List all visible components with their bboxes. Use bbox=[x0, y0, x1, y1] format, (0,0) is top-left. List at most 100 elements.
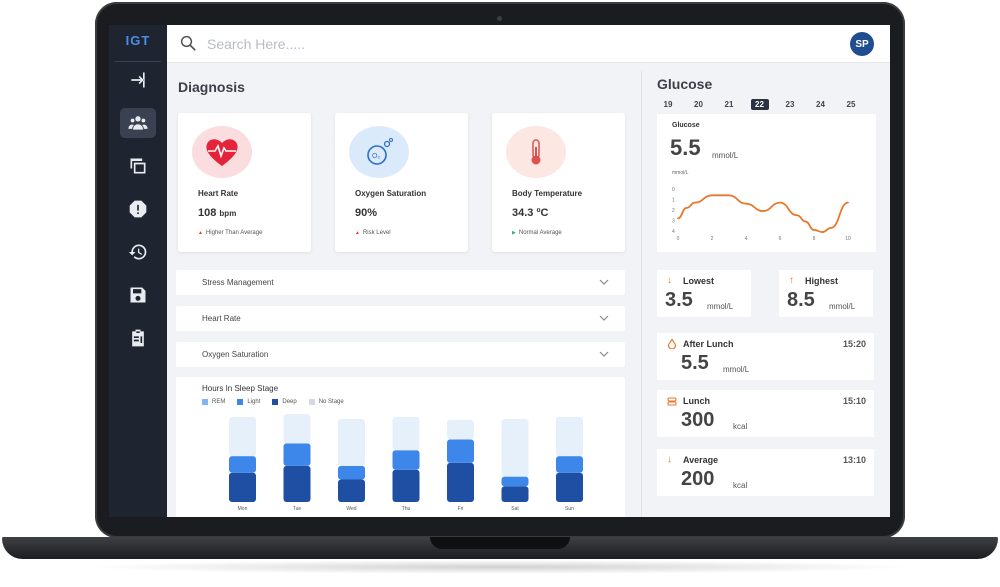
sidebar-item-devices[interactable] bbox=[120, 151, 156, 181]
bar-no-stage[interactable] bbox=[501, 418, 529, 477]
date-20[interactable]: 20 bbox=[694, 100, 703, 109]
sidebar: IGT bbox=[109, 25, 167, 517]
chevron-down-icon bbox=[599, 351, 609, 357]
body-temperature-card[interactable]: Body Temperature 34.3 ºC ▶ Normal Average bbox=[492, 113, 625, 252]
avatar[interactable]: SP bbox=[850, 32, 874, 56]
highest-card[interactable]: ↑ Highest 8.5 mmol/L bbox=[779, 270, 873, 317]
accordion-label: Oxygen Saturation bbox=[202, 350, 269, 359]
accordion-label: Heart Rate bbox=[202, 314, 241, 323]
lunch-card[interactable]: Lunch 15:10 300 kcal bbox=[657, 390, 874, 437]
sidebar-item-alerts[interactable] bbox=[120, 194, 156, 224]
arrow-down-icon: ↓ bbox=[667, 275, 672, 286]
x-tick-label: 2 bbox=[711, 236, 714, 242]
card-value-number: 108 bbox=[198, 207, 217, 219]
date-21[interactable]: 21 bbox=[724, 100, 734, 109]
bar-deep[interactable] bbox=[447, 462, 474, 502]
highest-unit: mmol/L bbox=[829, 302, 856, 311]
entry-unit: kcal bbox=[733, 481, 748, 490]
card-value: 90% bbox=[355, 207, 378, 219]
legend-label: Light bbox=[247, 399, 261, 405]
bar-deep[interactable] bbox=[501, 486, 529, 502]
search-input[interactable] bbox=[207, 33, 607, 55]
bar-light[interactable] bbox=[338, 465, 365, 480]
camera bbox=[497, 16, 502, 21]
highest-value: 8.5 bbox=[787, 289, 815, 311]
oxygen-saturation-card[interactable]: O₂ Oxygen Saturation 90% ▲ Risk Level bbox=[335, 113, 468, 252]
bar-deep[interactable] bbox=[229, 472, 256, 502]
sidebar-item-history[interactable] bbox=[120, 237, 156, 267]
diagnosis-title: Diagnosis bbox=[178, 79, 245, 95]
thermometer-icon-circle bbox=[506, 126, 566, 178]
sleep-stage-card: Hours In Sleep Stage REM Light Deep No Stag… bbox=[176, 377, 625, 517]
entry-time: 15:20 bbox=[842, 339, 866, 349]
sidebar-item-login[interactable] bbox=[120, 65, 156, 95]
date-25[interactable]: 25 bbox=[846, 100, 856, 109]
legend-swatch bbox=[272, 399, 279, 405]
triangle-right-icon: ▶ bbox=[512, 230, 516, 236]
arrow-down-icon: ↓ bbox=[667, 454, 672, 465]
accordion-heart-rate[interactable]: Heart Rate bbox=[176, 306, 625, 331]
x-tick-label: 8 bbox=[813, 236, 816, 242]
x-tick-label: Sat bbox=[511, 506, 519, 512]
login-icon bbox=[131, 72, 145, 88]
bar-deep[interactable] bbox=[392, 469, 420, 502]
bar-light[interactable] bbox=[501, 476, 529, 487]
bar-light[interactable] bbox=[392, 450, 420, 470]
date-24[interactable]: 24 bbox=[816, 100, 825, 109]
bar-no-stage[interactable] bbox=[556, 417, 583, 457]
sidebar-item-save[interactable] bbox=[120, 280, 156, 310]
entry-time: 15:10 bbox=[842, 396, 866, 406]
entry-value: 200 bbox=[681, 468, 715, 490]
glucose-card-label: Glucose bbox=[672, 122, 700, 129]
x-tick-label: 0 bbox=[677, 236, 680, 242]
card-note: ▲ Higher Than Average bbox=[198, 230, 262, 236]
bar-deep[interactable] bbox=[338, 479, 365, 502]
lowest-card[interactable]: ↓ Lowest 3.5 mmol/L bbox=[657, 270, 751, 317]
lowest-label: Lowest bbox=[683, 276, 715, 286]
card-name: Body Temperature bbox=[512, 189, 583, 198]
entry-label: After Lunch bbox=[683, 339, 734, 349]
sidebar-item-users[interactable] bbox=[120, 108, 156, 138]
bar-light[interactable] bbox=[447, 439, 474, 463]
app-screen: IGT bbox=[109, 25, 890, 517]
accordion-oxygen-saturation[interactable]: Oxygen Saturation bbox=[176, 342, 625, 367]
bar-no-stage[interactable] bbox=[447, 419, 474, 440]
bar-deep[interactable] bbox=[556, 472, 583, 502]
laptop-notch bbox=[430, 537, 570, 549]
legend-label: No Stage bbox=[318, 399, 344, 405]
card-value: 108 bpm bbox=[198, 207, 236, 219]
bar-deep[interactable] bbox=[283, 465, 311, 502]
accordion-stress-management[interactable]: Stress Management bbox=[176, 270, 625, 295]
x-tick-label: Fri bbox=[458, 506, 464, 512]
bar-no-stage[interactable] bbox=[392, 417, 420, 451]
lowest-unit: mmol/L bbox=[707, 302, 734, 311]
laptop-shadow bbox=[80, 560, 920, 574]
entry-value: 5.5 bbox=[681, 352, 709, 374]
x-tick-label: 6 bbox=[779, 236, 782, 242]
date-23[interactable]: 23 bbox=[785, 100, 795, 109]
after-lunch-card[interactable]: After Lunch 15:20 5.5 mmol/L bbox=[657, 333, 874, 380]
bar-no-stage[interactable] bbox=[338, 418, 365, 466]
top-bar: SP bbox=[167, 25, 890, 63]
oxygen-icon-circle: O₂ bbox=[349, 126, 409, 178]
logo: IGT bbox=[125, 33, 151, 48]
x-tick-label: Wed bbox=[346, 506, 356, 512]
legend-label: REM bbox=[212, 399, 226, 405]
sidebar-item-reports[interactable] bbox=[120, 323, 156, 353]
average-card[interactable]: ↓ Average 13:10 200 kcal bbox=[657, 449, 874, 496]
glucose-unit: mmol/L bbox=[712, 151, 739, 160]
heart-rate-card[interactable]: Heart Rate 108 bpm ▲ Higher Than Average bbox=[178, 113, 311, 252]
date-22[interactable]: 22 bbox=[750, 99, 769, 110]
bar-light[interactable] bbox=[229, 456, 256, 473]
card-note-text: Risk Level bbox=[362, 230, 391, 236]
report-icon bbox=[132, 329, 144, 347]
bar-no-stage[interactable] bbox=[283, 414, 311, 444]
date-19[interactable]: 19 bbox=[663, 100, 673, 109]
card-value-unit: bpm bbox=[219, 209, 237, 218]
bar-light[interactable] bbox=[283, 443, 311, 466]
bar-no-stage[interactable] bbox=[229, 417, 256, 457]
search-icon[interactable] bbox=[179, 34, 197, 52]
bar-light[interactable] bbox=[556, 456, 583, 473]
heart-icon-circle bbox=[192, 126, 252, 178]
